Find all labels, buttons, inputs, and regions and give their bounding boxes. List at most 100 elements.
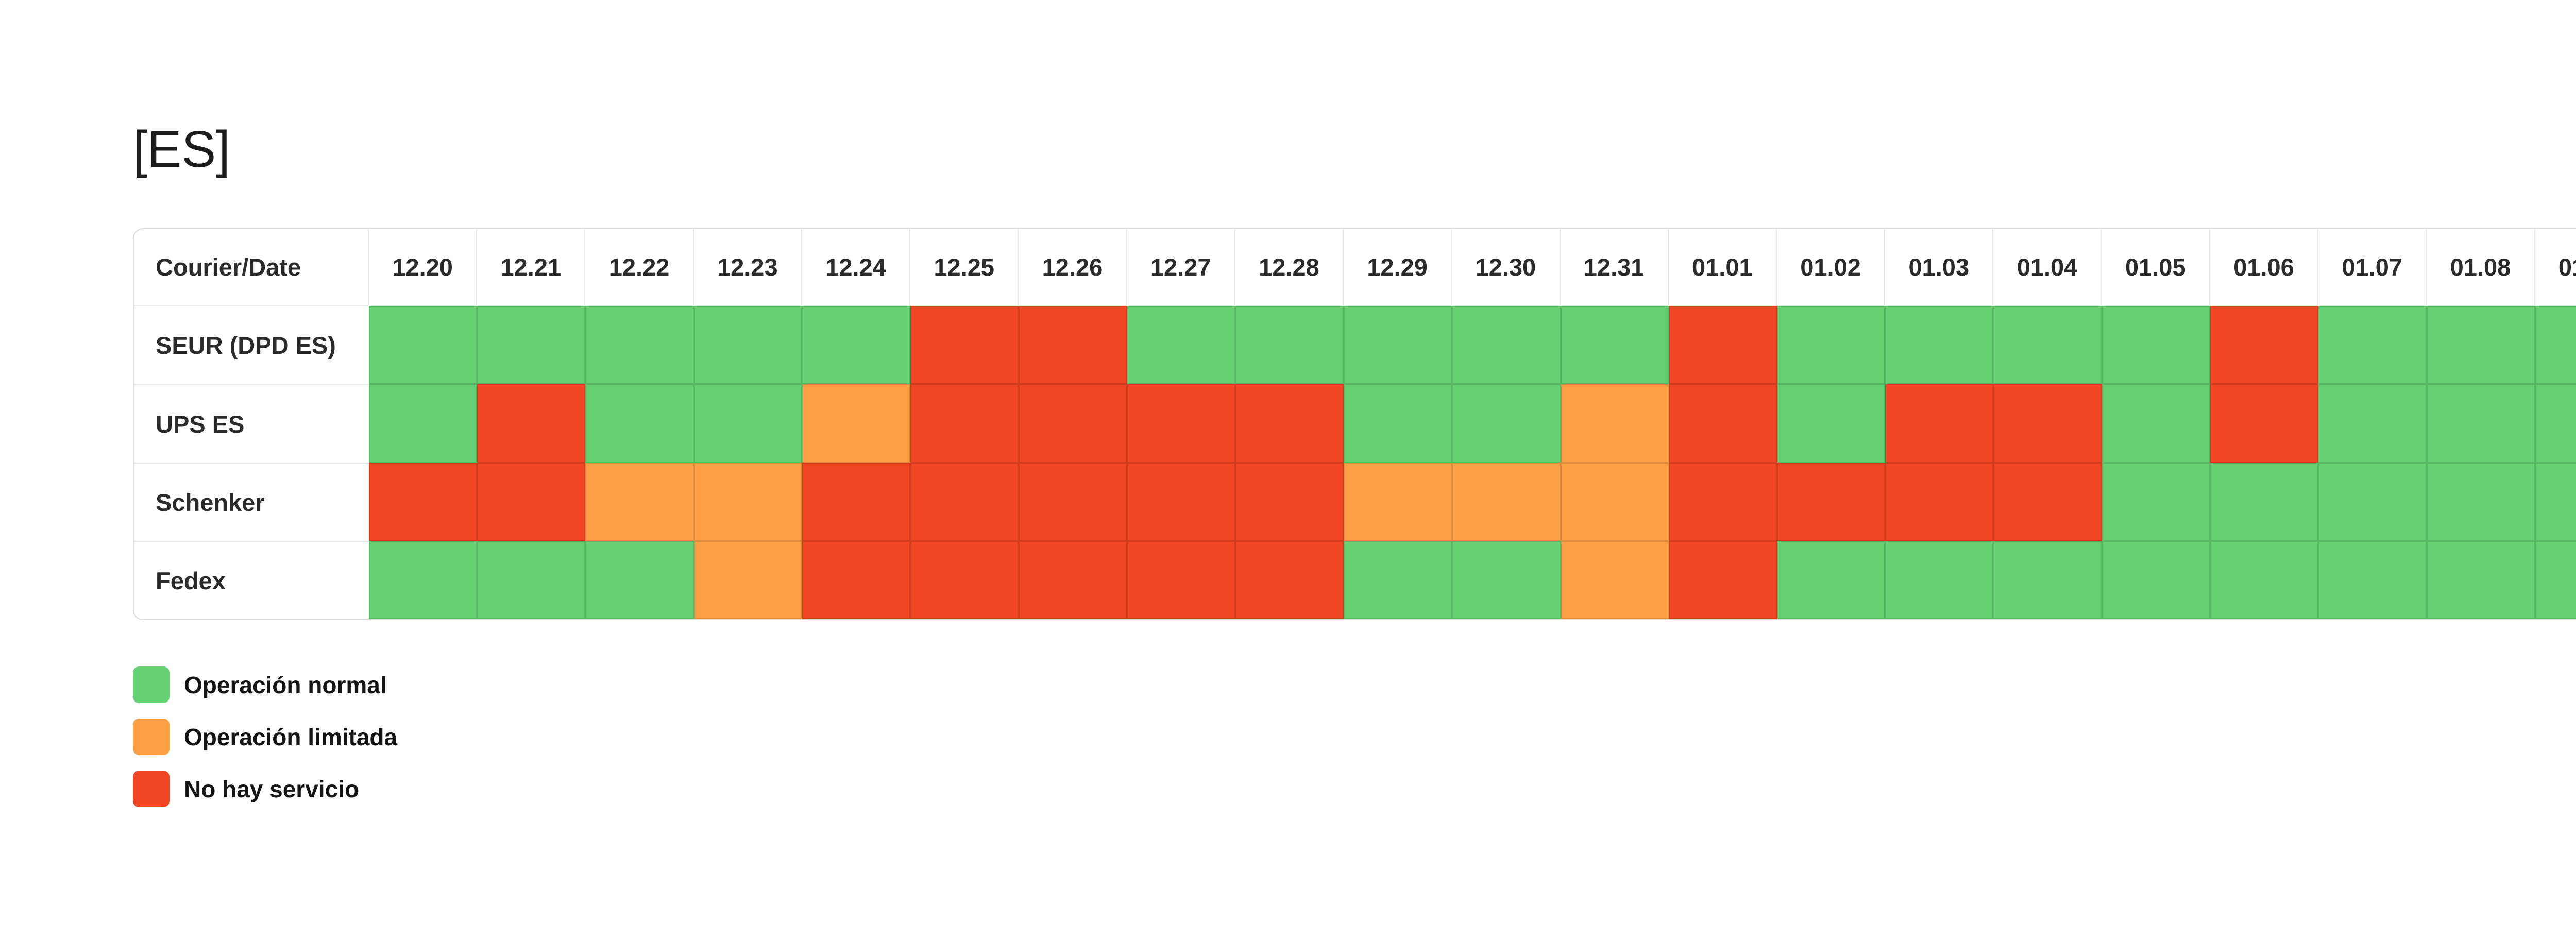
status-cell <box>910 541 1019 619</box>
date-header-cell: 01.01 <box>1669 229 1777 305</box>
status-cell <box>1019 306 1127 384</box>
date-header-cell: 12.31 <box>1561 229 1669 305</box>
status-cell <box>585 384 694 463</box>
date-header-cell: 12.29 <box>1344 229 1452 305</box>
status-cell <box>910 306 1019 384</box>
date-header-cell: 12.20 <box>369 229 478 305</box>
courier-row: Schenker <box>134 463 2576 541</box>
status-cell <box>1560 306 1669 384</box>
status-cell <box>693 463 802 541</box>
date-header-cell: 12.25 <box>910 229 1019 305</box>
courier-row: UPS ES <box>134 384 2576 463</box>
status-cell <box>2210 384 2319 463</box>
courier-label: Fedex <box>134 541 369 619</box>
status-cell <box>2535 463 2576 541</box>
status-cell <box>2427 541 2535 619</box>
legend-swatch-limited <box>133 719 170 755</box>
status-cell <box>1127 306 1235 384</box>
status-cell <box>477 463 586 541</box>
status-cell <box>369 384 478 463</box>
status-cell <box>910 384 1019 463</box>
status-cell <box>910 463 1019 541</box>
date-header-cell: 01.05 <box>2102 229 2210 305</box>
status-cell <box>1127 541 1235 619</box>
status-cell <box>2535 306 2576 384</box>
status-cell <box>2427 306 2535 384</box>
status-cell <box>1885 306 1994 384</box>
status-cell <box>369 306 478 384</box>
status-cell <box>2102 463 2210 541</box>
status-cell <box>1993 384 2102 463</box>
status-cell <box>2210 306 2319 384</box>
status-cell <box>2427 384 2535 463</box>
status-table: Courier/Date 12.20 12.21 12.22 12.23 12.24 12.… <box>133 228 2576 620</box>
status-cell <box>1776 541 1886 619</box>
status-cell <box>1344 541 1452 619</box>
status-cell <box>1776 463 1886 541</box>
status-cell <box>2535 384 2576 463</box>
date-header-cell: 01.08 <box>2427 229 2535 305</box>
courier-label: Schenker <box>134 463 369 541</box>
status-cell <box>369 463 478 541</box>
status-cell <box>2102 541 2210 619</box>
status-cell <box>1019 463 1127 541</box>
courier-row: SEUR (DPD ES) <box>134 306 2576 384</box>
legend-label-limited: Operación limitada <box>184 723 398 750</box>
status-cell <box>1344 463 1452 541</box>
date-header-cell: 12.27 <box>1127 229 1235 305</box>
date-header-cell: 01.02 <box>1777 229 1886 305</box>
status-cell <box>1668 384 1777 463</box>
status-cell <box>1993 306 2102 384</box>
courier-label: UPS ES <box>134 384 369 463</box>
status-cell <box>1885 541 1994 619</box>
status-cell <box>1235 384 1344 463</box>
status-cell <box>1668 306 1777 384</box>
status-cell <box>802 541 911 619</box>
date-header-cell: 12.26 <box>1019 229 1127 305</box>
status-cell <box>2318 384 2427 463</box>
status-cell <box>1776 306 1886 384</box>
status-cell <box>2427 463 2535 541</box>
status-cell <box>477 384 586 463</box>
status-cell <box>1452 384 1561 463</box>
date-header-cell: 12.30 <box>1452 229 1561 305</box>
status-cell <box>585 306 694 384</box>
status-cell <box>1452 306 1561 384</box>
status-cell <box>1344 384 1452 463</box>
status-cell <box>1560 541 1669 619</box>
legend: Operación normal Operación limitada No h… <box>133 666 397 823</box>
status-cell <box>1560 384 1669 463</box>
status-cell <box>1668 463 1777 541</box>
status-cell <box>2102 306 2210 384</box>
courier-row: Fedex <box>134 541 2576 619</box>
status-cell <box>1993 463 2102 541</box>
status-cell <box>1127 384 1235 463</box>
legend-label-none: No hay servicio <box>184 775 360 802</box>
date-header-cell: 12.23 <box>694 229 802 305</box>
status-cell <box>1452 541 1561 619</box>
status-cell <box>1993 541 2102 619</box>
status-cell <box>1452 463 1561 541</box>
courier-label: SEUR (DPD ES) <box>134 306 369 384</box>
legend-label-normal: Operación normal <box>184 671 387 698</box>
date-header-cell: 01.03 <box>1885 229 1994 305</box>
status-cell <box>2102 384 2210 463</box>
status-cell <box>693 306 802 384</box>
status-cell <box>1776 384 1886 463</box>
legend-item-none: No hay servicio <box>133 771 397 807</box>
status-cell <box>693 541 802 619</box>
date-header-cell: 01.06 <box>2210 229 2319 305</box>
status-cell <box>1885 384 1994 463</box>
status-cell <box>1344 306 1452 384</box>
status-cell <box>1019 541 1127 619</box>
status-cell <box>2535 541 2576 619</box>
date-header-cell: 12.21 <box>477 229 586 305</box>
status-cell <box>1019 384 1127 463</box>
date-header-cell: 12.24 <box>802 229 911 305</box>
status-cell <box>1127 463 1235 541</box>
status-cell <box>1560 463 1669 541</box>
status-cell <box>802 463 911 541</box>
status-cell <box>1235 306 1344 384</box>
status-cell <box>2318 541 2427 619</box>
status-cell <box>2210 463 2319 541</box>
